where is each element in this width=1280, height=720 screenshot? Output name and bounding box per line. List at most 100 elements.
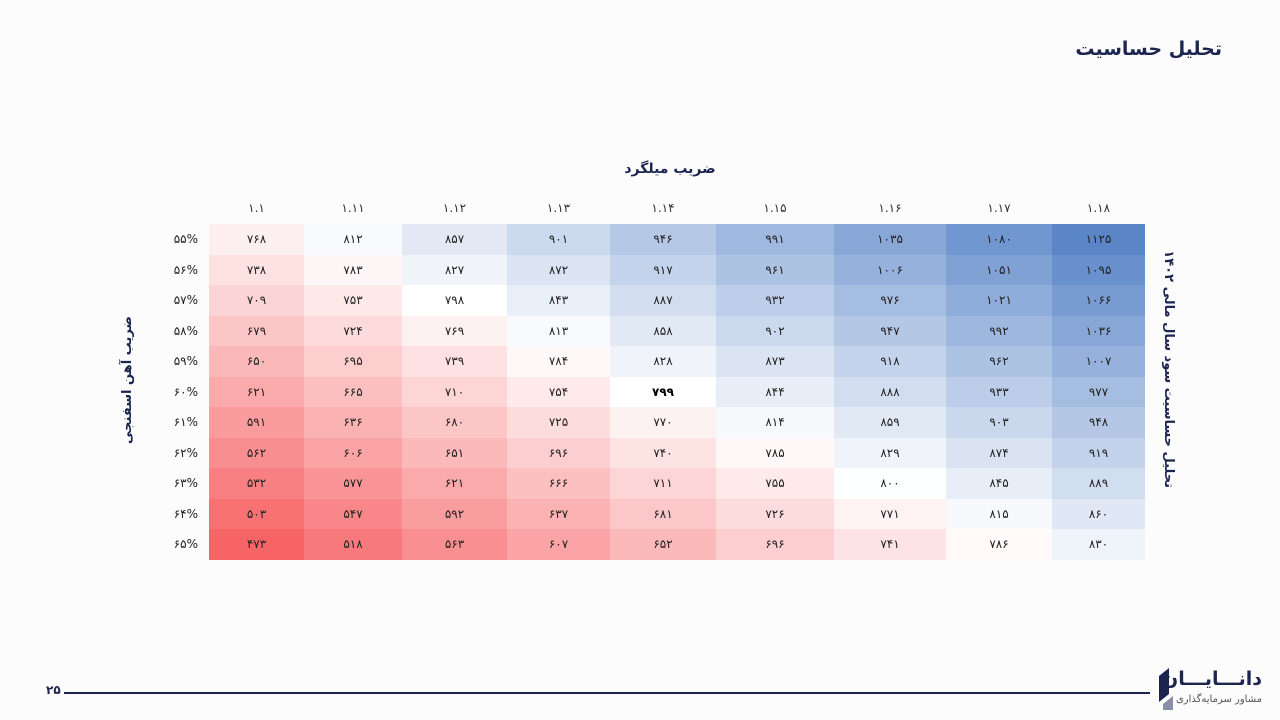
heatmap-cell: ۹۶۲	[946, 346, 1052, 378]
heatmap-cell: ۷۱۰	[402, 376, 507, 408]
heatmap-cell: ۹۱۹	[1052, 437, 1145, 469]
y-tick-label: ۵۸%	[173, 323, 198, 338]
heatmap-cell: ۷۵۵	[716, 468, 834, 500]
heatmap-cell: ۸۱۲	[304, 224, 402, 256]
heatmap-cell: ۹۰۱	[507, 224, 610, 256]
x-tick-label: ۱.۱۴	[651, 201, 675, 215]
heatmap-cell: ۷۶۸	[209, 224, 304, 256]
heatmap-cell: ۹۴۶	[610, 224, 716, 256]
x-tick-label: ۱.۱۲	[442, 201, 467, 215]
heatmap-cell: ۶۶۵	[304, 376, 402, 408]
x-tick-label: ۱.۱۷	[987, 201, 1011, 215]
heatmap-cell: ۷۷۰	[610, 407, 716, 439]
heatmap-cell: ۶۹۵	[304, 346, 402, 378]
heatmap-cell: ۷۳۸	[209, 254, 304, 286]
heatmap-cell: ۶۵۰	[209, 346, 304, 378]
heatmap-cell: ۵۷۷	[304, 468, 402, 500]
heatmap-cell: ۹۶۱	[716, 254, 834, 286]
heatmap-cell: ۸۷۳	[716, 346, 834, 378]
heatmap-cell: ۹۳۲	[716, 285, 834, 317]
heatmap-cell: ۶۸۱	[610, 498, 716, 530]
heatmap-cell: ۷۸۴	[507, 346, 610, 378]
logo-name: دانـــایـــان	[1162, 668, 1262, 690]
heatmap-cell: ۷۵۴	[507, 376, 610, 408]
y-tick-label: ۶۵%	[173, 537, 198, 551]
x-tick-label: ۱.۱	[248, 201, 265, 215]
heatmap-cell: ۷۹۸	[402, 285, 507, 317]
heatmap-cell: ۷۴۰	[610, 437, 716, 469]
heatmap-cell: ۹۳۳	[946, 376, 1052, 408]
heatmap-cell: ۸۴۳	[507, 285, 610, 317]
x-tick-label: ۱.۱۵	[763, 201, 787, 215]
heatmap-cell: ۹۰۲	[716, 315, 834, 347]
heatmap-cell: ۷۱۱	[610, 468, 716, 500]
heatmap-cell: ۸۱۴	[716, 407, 834, 439]
heatmap-cell: ۸۳۰	[1052, 529, 1145, 561]
heatmap-cell: ۷۰۹	[209, 285, 304, 317]
heatmap-cell: ۶۰۶	[304, 437, 402, 469]
heatmap-cell: ۱۰۰۷	[1052, 346, 1145, 378]
x-tick-label: ۱.۱۸	[1086, 201, 1111, 215]
heatmap-cell: ۸۷۴	[946, 437, 1052, 469]
heatmap-cell: ۸۴۵	[946, 468, 1052, 500]
heatmap-cell: ۱۰۳۵	[834, 224, 946, 256]
heatmap-cell: ۸۷۲	[507, 254, 610, 286]
heatmap-cell: ۷۸۵	[716, 437, 834, 469]
page-number: ۲۵	[46, 683, 61, 697]
heatmap-cell: ۶۹۶	[507, 437, 610, 469]
heatmap-cell: ۵۹۱	[209, 407, 304, 439]
heatmap-cell: ۶۵۱	[402, 437, 507, 469]
heatmap-cell: ۷۴۱	[834, 529, 946, 561]
y-tick-label: ۶۲%	[173, 445, 198, 460]
x-tick-label: ۱.۱۶	[878, 201, 902, 215]
y-tick-label: ۵۷%	[173, 293, 198, 307]
heatmap-cell: ۶۵۲	[610, 529, 716, 561]
heatmap-cell: ۹۱۷	[610, 254, 716, 286]
heatmap-cell: ۹۷۷	[1052, 376, 1145, 408]
heatmap-cell: ۶۰۷	[507, 529, 610, 561]
page-title: تحلیل حساسیت	[1075, 38, 1222, 60]
heatmap-cell: ۷۸۳	[304, 254, 402, 286]
y-tick-label: ۵۶%	[173, 262, 198, 277]
heatmap-cell: ۶۶۶	[507, 468, 610, 500]
footer-line	[64, 692, 1150, 694]
heatmap-cell: ۵۶۳	[402, 529, 507, 561]
y-tick-label: ۵۵%	[173, 232, 198, 246]
heatmap-cell: ۹۷۶	[834, 285, 946, 317]
heatmap-cell: ۷۲۶	[716, 498, 834, 530]
heatmap-cell: ۹۰۳	[946, 407, 1052, 439]
heatmap-cell: ۶۹۶	[716, 529, 834, 561]
heatmap-cell: ۹۹۲	[946, 315, 1052, 347]
heatmap-cell: ۷۹۹	[610, 376, 716, 408]
heatmap-cell: ۱۱۲۵	[1052, 224, 1145, 256]
heatmap-cell: ۵۱۸	[304, 529, 402, 561]
heatmap-cell: ۸۲۸	[610, 346, 716, 378]
heatmap-cell: ۵۶۲	[209, 437, 304, 469]
logo-mark-icon	[1159, 668, 1173, 710]
heatmap-cell: ۷۲۴	[304, 315, 402, 347]
heatmap-cell: ۷۲۵	[507, 407, 610, 439]
heatmap-cell: ۸۱۵	[946, 498, 1052, 530]
heatmap-cell: ۵۴۷	[304, 498, 402, 530]
heatmap-cell: ۸۵۹	[834, 407, 946, 439]
heatmap-cell: ۷۸۶	[946, 529, 1052, 561]
heatmap-cell: ۶۲۱	[209, 376, 304, 408]
heatmap-cell: ۴۷۳	[209, 529, 304, 561]
heatmap-cell: ۸۴۴	[716, 376, 834, 408]
y-tick-label: ۶۰%	[173, 384, 198, 399]
heatmap-cell: ۶۷۹	[209, 315, 304, 347]
heatmap-cell: ۱۰۹۵	[1052, 254, 1145, 286]
heatmap-cell: ۸۵۸	[610, 315, 716, 347]
heatmap-cell: ۱۰۲۱	[946, 285, 1052, 317]
heatmap-cell: ۶۳۷	[507, 498, 610, 530]
heatmap-cell: ۵۳۲	[209, 468, 304, 500]
heatmap-cell: ۸۵۷	[402, 224, 507, 256]
y-tick-label: ۵۹%	[173, 354, 198, 368]
heatmap-cell: ۸۸۸	[834, 376, 946, 408]
x-tick-label: ۱.۱۳	[546, 201, 571, 215]
heatmap-cell: ۸۸۹	[1052, 468, 1145, 500]
heatmap-cell: ۵۰۳	[209, 498, 304, 530]
heatmap-cell: ۷۷۱	[834, 498, 946, 530]
heatmap-cell: ۸۱۳	[507, 315, 610, 347]
